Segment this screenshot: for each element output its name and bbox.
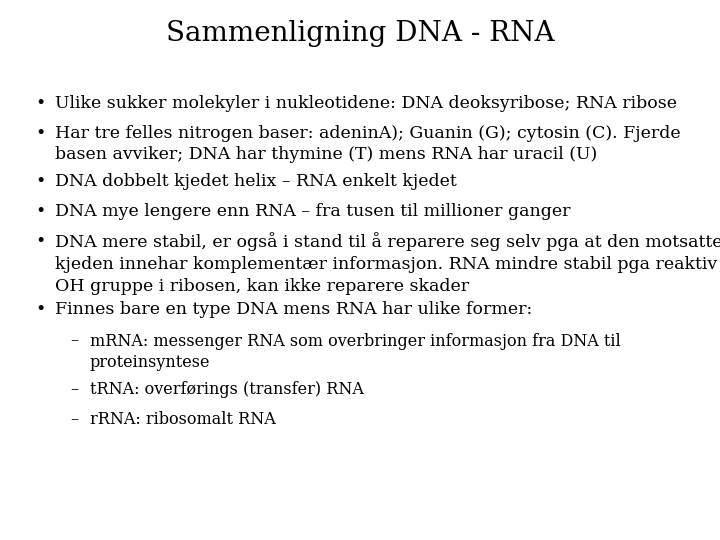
Text: Finnes bare en type DNA mens RNA har ulike former:: Finnes bare en type DNA mens RNA har uli… <box>55 301 532 318</box>
Text: •: • <box>35 125 45 141</box>
Text: mRNA: messenger RNA som overbringer informasjon fra DNA til
proteinsyntese: mRNA: messenger RNA som overbringer info… <box>90 333 621 371</box>
Text: •: • <box>35 95 45 112</box>
Text: •: • <box>35 233 45 249</box>
Text: Ulike sukker molekyler i nukleotidene: DNA deoksyribose; RNA ribose: Ulike sukker molekyler i nukleotidene: D… <box>55 95 677 112</box>
Text: Sammenligning DNA - RNA: Sammenligning DNA - RNA <box>166 20 554 47</box>
Text: –: – <box>70 333 78 349</box>
Text: DNA mere stabil, er også i stand til å reparere seg selv pga at den motsatte
kje: DNA mere stabil, er også i stand til å r… <box>55 233 720 294</box>
Text: Har tre felles nitrogen baser: adeninA); Guanin (G); cytosin (C). Fjerde
basen a: Har tre felles nitrogen baser: adeninA);… <box>55 125 680 163</box>
Text: •: • <box>35 173 45 191</box>
Text: tRNA: overførings (transfer) RNA: tRNA: overførings (transfer) RNA <box>90 381 364 399</box>
Text: –: – <box>70 411 78 428</box>
Text: –: – <box>70 381 78 399</box>
Text: •: • <box>35 203 45 220</box>
Text: •: • <box>35 301 45 318</box>
Text: DNA dobbelt kjedet helix – RNA enkelt kjedet: DNA dobbelt kjedet helix – RNA enkelt kj… <box>55 173 456 191</box>
Text: DNA mye lengere enn RNA – fra tusen til millioner ganger: DNA mye lengere enn RNA – fra tusen til … <box>55 203 570 220</box>
Text: rRNA: ribosomalt RNA: rRNA: ribosomalt RNA <box>90 411 276 428</box>
